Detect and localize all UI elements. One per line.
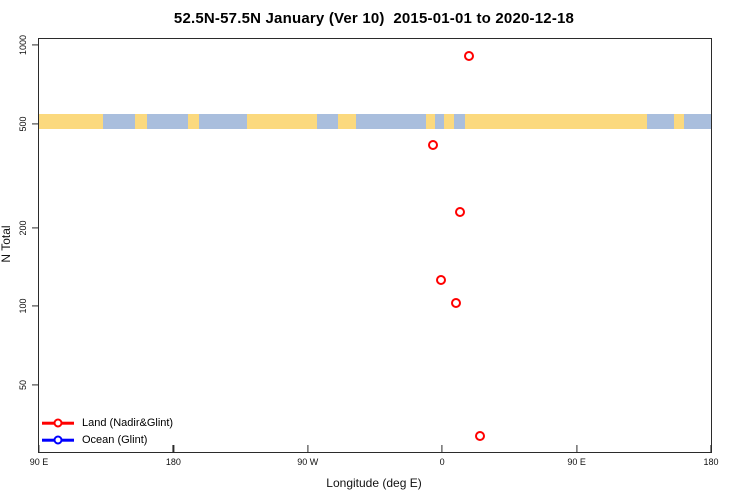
y-tick-mark (32, 384, 39, 386)
x-tick-label: 90 E (29, 457, 49, 467)
x-tick-mark (307, 445, 309, 452)
data-point-land (450, 297, 461, 308)
x-tick-label: 90 W (297, 457, 319, 467)
x-tick-mark (172, 445, 174, 452)
legend-marker-land (42, 418, 74, 429)
map-band-segment-ocean (316, 114, 338, 129)
legend: Land (Nadir&Glint) Ocean (Glint) (42, 415, 173, 448)
map-band-segment-ocean (198, 114, 247, 129)
data-point-land (474, 430, 485, 441)
map-band-segment-land (188, 114, 199, 129)
map-band-segment-ocean (434, 114, 444, 129)
y-tick-label: 500 (18, 116, 28, 132)
x-tick-label: 0 (439, 457, 445, 467)
data-point-land (435, 275, 446, 286)
map-band-segment-land (464, 114, 647, 129)
map-band-segment-land (443, 114, 455, 129)
x-tick-mark (38, 445, 40, 452)
legend-marker-ocean (42, 435, 74, 446)
y-tick-label: 200 (18, 220, 28, 236)
y-tick-label: 50 (18, 379, 28, 390)
map-band-segment-land (39, 114, 104, 129)
map-band-segment-ocean (646, 114, 674, 129)
y-tick-mark (32, 305, 39, 307)
data-point-land (464, 50, 475, 61)
map-band-segment-ocean (103, 114, 135, 129)
x-tick-mark (710, 445, 712, 452)
map-band-segment-ocean (454, 114, 465, 129)
plot-area: 90 E 180 90 W 0 90 E 180 1000 500 200 100 50 Land… (18, 35, 719, 467)
legend-label-land: Land (Nadir&Glint) (82, 417, 174, 429)
x-axis-title: Longitude (deg E) (326, 476, 422, 490)
chart-title: 52.5N-57.5N January (Ver 10) 2015-01-01 … (173, 10, 575, 27)
open-circle-icon (53, 435, 63, 445)
map-band-segment-ocean (355, 114, 426, 129)
map-band-segment-land (337, 114, 356, 129)
x-tick-mark (576, 445, 578, 452)
map-band-segment-land (246, 114, 317, 129)
map-band-segment-land (425, 114, 435, 129)
y-tick-mark (32, 227, 39, 229)
data-point-land (455, 206, 466, 217)
y-tick-mark (32, 123, 39, 125)
map-band-segment-land (134, 114, 147, 129)
data-point-land (428, 140, 439, 151)
legend-label-ocean: Ocean (Glint) (82, 434, 148, 446)
map-band-segment-ocean (684, 114, 711, 129)
map-band-segment-land (673, 114, 685, 129)
y-tick-label: 100 (18, 298, 28, 314)
x-tick-mark (441, 445, 443, 452)
x-tick-label: 180 (165, 457, 181, 467)
y-axis-title: N Total (0, 225, 13, 263)
y-tick-mark (32, 44, 39, 46)
map-band-segment-ocean (146, 114, 189, 129)
open-circle-icon (53, 418, 63, 428)
x-tick-label: 180 (703, 457, 719, 467)
legend-entry-ocean: Ocean (Glint) (42, 432, 173, 448)
x-tick-label: 90 E (567, 457, 586, 467)
legend-entry-land: Land (Nadir&Glint) (42, 415, 173, 431)
y-tick-label: 1000 (18, 34, 28, 55)
